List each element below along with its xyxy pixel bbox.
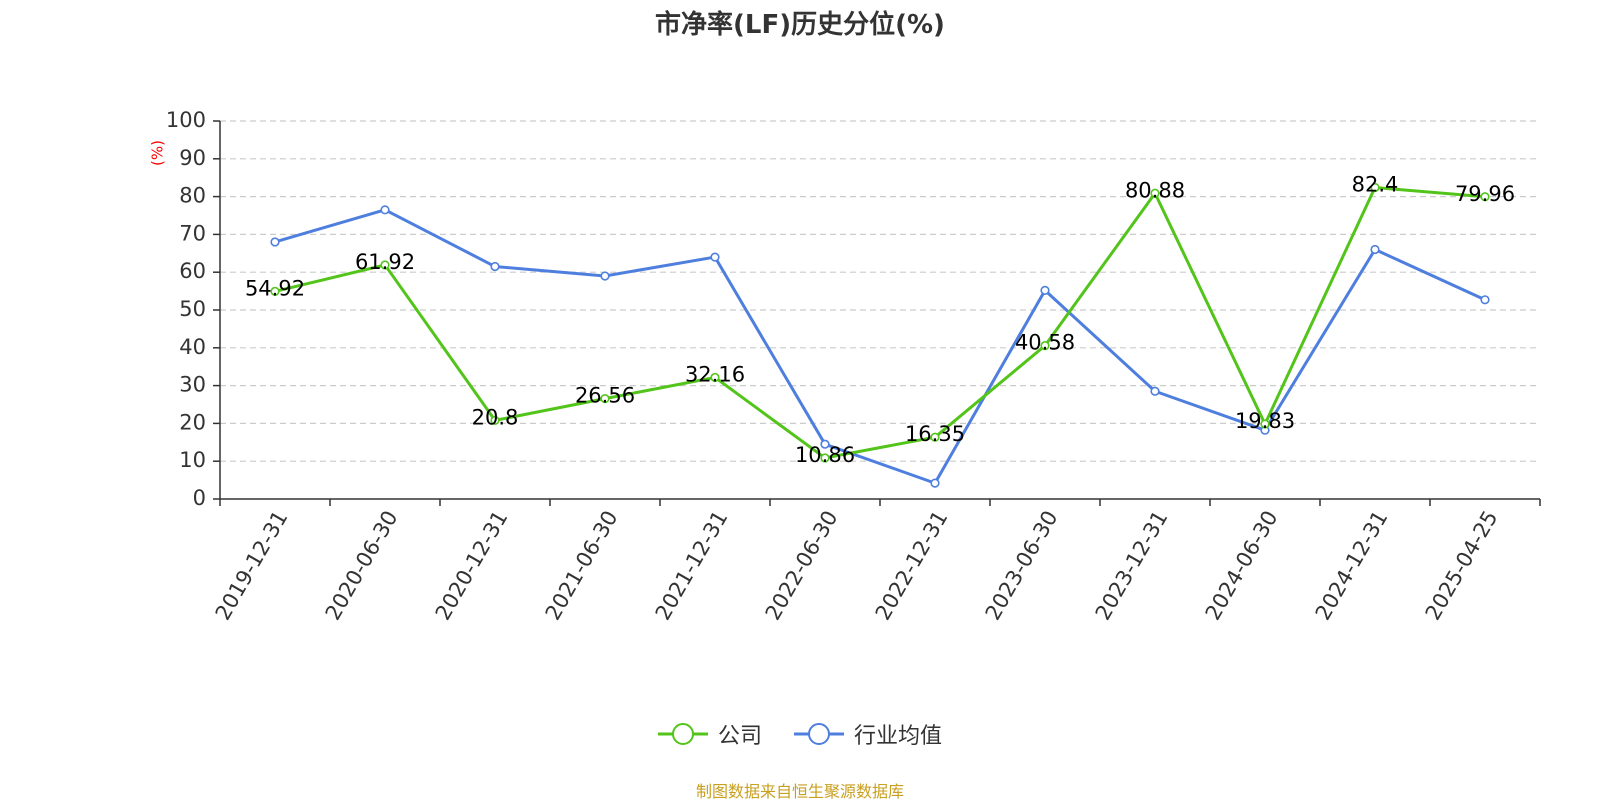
data-point bbox=[1040, 341, 1050, 351]
data-point bbox=[1480, 295, 1490, 305]
data-label: 26.56 bbox=[575, 384, 635, 408]
data-label: 54.92 bbox=[245, 276, 305, 300]
y-tick-label: 10 bbox=[179, 448, 206, 472]
y-tick-label: 50 bbox=[179, 297, 206, 321]
data-point bbox=[600, 271, 610, 281]
data-point bbox=[1040, 285, 1050, 295]
series-line bbox=[274, 208, 1486, 485]
y-tick-label: 80 bbox=[179, 184, 206, 208]
data-point bbox=[1370, 182, 1380, 193]
grid-lines bbox=[220, 120, 1540, 462]
data-label: 16.35 bbox=[905, 422, 965, 446]
legend: 公司 行业均值 bbox=[0, 718, 1600, 750]
x-tick-label: 2021-12-31 bbox=[651, 507, 733, 625]
data-point bbox=[710, 372, 720, 383]
data-point bbox=[1370, 244, 1380, 255]
legend-marker-icon bbox=[657, 723, 708, 745]
data-labels: 54.92 61.92 20.8 26.56 32.16 10.86 16.35 40.58 8… bbox=[245, 173, 1515, 467]
data-label: 61.92 bbox=[355, 250, 415, 274]
data-point bbox=[820, 453, 830, 463]
data-label: 79.96 bbox=[1455, 182, 1515, 206]
y-tick-label: 0 bbox=[193, 486, 206, 510]
x-tick-label: 2023-06-30 bbox=[981, 507, 1063, 625]
axes: 0 10 20 30 40 50 60 70 80 90 100 2019-12-31 2020-06-… bbox=[166, 108, 1541, 625]
x-tick-label: 2019-12-31 bbox=[211, 507, 293, 625]
y-tick-label: 40 bbox=[179, 335, 206, 359]
x-tick-label: 2023-12-31 bbox=[1091, 507, 1173, 625]
data-point bbox=[1150, 188, 1160, 198]
source-note: 制图数据来自恒生聚源数据库 bbox=[695, 782, 904, 801]
data-label: 82.4 bbox=[1352, 173, 1399, 197]
y-tick-label: 90 bbox=[179, 146, 206, 170]
x-tick-label: 2024-06-30 bbox=[1201, 507, 1283, 625]
legend-label: 公司 bbox=[717, 724, 762, 749]
y-tick-label: 70 bbox=[179, 221, 206, 245]
y-axis-label: (%) bbox=[149, 140, 167, 166]
data-point bbox=[1150, 386, 1160, 396]
data-label: 40.58 bbox=[1015, 331, 1075, 355]
data-point bbox=[1260, 419, 1270, 429]
y-tick-label: 30 bbox=[179, 373, 206, 397]
data-point bbox=[820, 439, 830, 449]
data-point bbox=[270, 286, 280, 297]
data-label: 32.16 bbox=[685, 362, 745, 386]
x-tick-label: 2025-04-25 bbox=[1421, 507, 1503, 625]
legend-label: 行业均值 bbox=[854, 724, 943, 749]
x-tick-label: 2020-06-30 bbox=[321, 507, 403, 625]
legend-marker-icon bbox=[794, 723, 844, 745]
legend-item[interactable]: 公司 bbox=[657, 718, 762, 750]
data-point bbox=[490, 415, 500, 425]
data-point bbox=[380, 260, 390, 270]
data-point bbox=[380, 205, 390, 215]
data-point bbox=[1480, 192, 1490, 202]
data-label: 80.88 bbox=[1125, 178, 1185, 202]
data-label: 10.86 bbox=[795, 443, 855, 467]
data-point bbox=[930, 478, 940, 488]
x-tick-label: 2020-12-31 bbox=[431, 507, 513, 625]
chart-title: 市净率(LF)历史分位(%) bbox=[655, 10, 945, 40]
data-point bbox=[490, 261, 500, 272]
data-point bbox=[930, 432, 940, 442]
data-label: 19.83 bbox=[1235, 409, 1295, 433]
x-tick-label: 2024-12-31 bbox=[1311, 507, 1393, 625]
series-lines bbox=[270, 182, 1490, 488]
legend-item[interactable]: 行业均值 bbox=[794, 718, 942, 750]
data-point bbox=[600, 394, 610, 404]
series-line bbox=[274, 186, 1486, 460]
y-tick-label: 60 bbox=[179, 259, 206, 283]
data-point bbox=[710, 252, 720, 262]
data-point bbox=[270, 237, 280, 247]
x-tick-label: 2021-06-30 bbox=[541, 507, 623, 625]
y-tick-label: 100 bbox=[166, 108, 206, 132]
x-tick-label: 2022-12-31 bbox=[871, 507, 953, 625]
data-label: 20.8 bbox=[472, 405, 519, 429]
y-tick-label: 20 bbox=[179, 410, 206, 434]
x-tick-label: 2022-06-30 bbox=[761, 507, 843, 625]
